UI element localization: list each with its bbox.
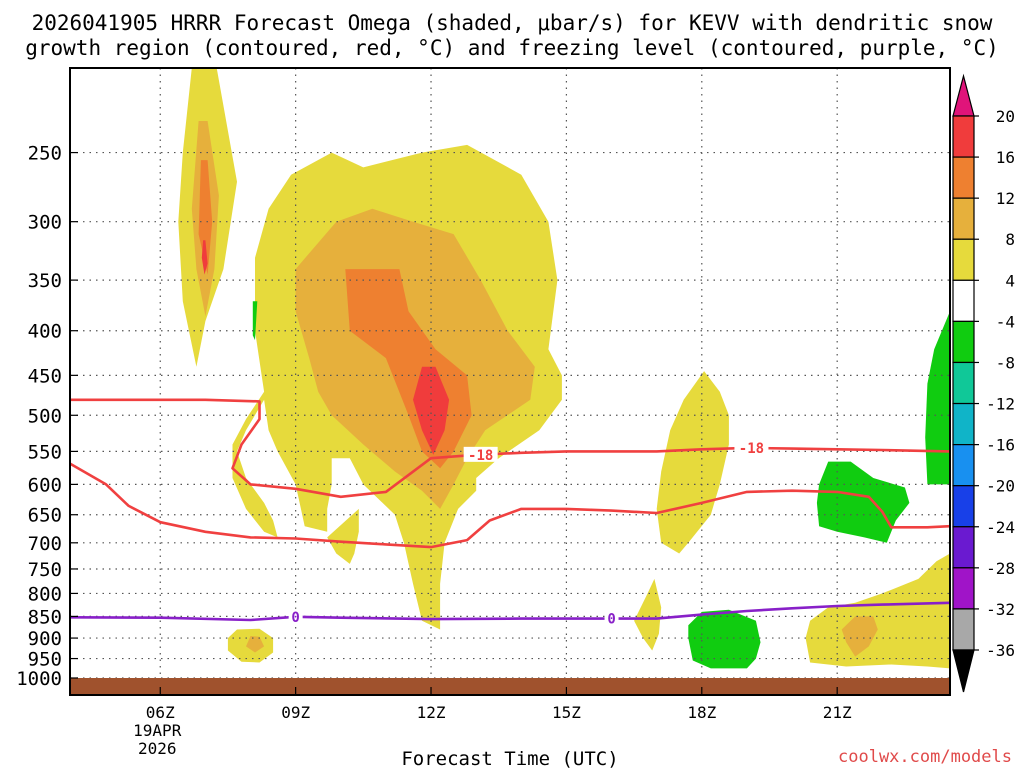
colorbar-label-16: -16 [986,436,1015,455]
omega-region-16-to-20-8 [413,366,450,455]
omega-region-8-to-4-9 [252,301,258,341]
colorbar-label-8: -8 [996,353,1015,372]
colorbar-label-36: -36 [986,641,1015,660]
contour-label-18-1: -18 [739,441,764,457]
y-tick-label-500: 500 [28,405,62,427]
contour-label-0-3: 0 [607,612,615,628]
colorbar-label-12: -12 [986,395,1015,414]
omega-region-8-to-12-18 [841,616,878,657]
contour-label-18-0: -18 [468,448,493,464]
colorbar-bin-32-to-28 [952,567,975,610]
omega-region-8-to-4-16 [925,311,950,485]
chart-title-line2: growth region (contoured, red, °C) and f… [25,36,999,60]
x-axis-label: Forecast Time (UTC) [401,748,618,768]
omega-region-4-to-8-13 [634,578,662,651]
omega-region-4-to-8-17 [805,553,950,669]
omega-region-4-to-8-5 [327,508,359,564]
colorbar-label-32: -32 [986,600,1015,619]
ground-band [70,678,950,695]
axes: 2503003504004505005506006507007508008509… [16,67,951,758]
colorbar-bin-12-to-8 [952,361,975,405]
colorbar-bin-neg-36 [952,649,975,693]
colorbar-label-12: 12 [996,189,1015,208]
colorbar-bin-24-to-20 [952,485,975,528]
y-tick-label-550: 550 [28,441,62,463]
colorbar-bin-28-to-24 [952,526,975,569]
y-tick-label-800: 800 [28,583,62,605]
footer-credit: coolwx.com/models [838,747,1012,767]
colorbar-label-28: -28 [986,559,1015,578]
y-tick-label-1000: 1000 [16,668,62,690]
x-tick-label-06Z: 06Z [146,703,175,722]
y-tick-label-950: 950 [28,649,62,671]
y-tick-label-850: 850 [28,606,62,628]
omega-region-4-to-8-12 [656,371,729,554]
colorbar-bin-16-to-12 [952,402,975,446]
colorbar-label-16: 16 [996,148,1015,167]
y-tick-label-350: 350 [28,270,62,292]
x-tick-label-09Z: 09Z [281,703,310,722]
colorbar-bin-4-to-4 [952,279,975,322]
contour-label-bg [288,608,303,624]
y-tick-label-400: 400 [28,321,62,343]
colorbar-label-4: -4 [996,312,1015,331]
colorbar-bin-4-to-8 [952,238,975,281]
contour-label-0-2: 0 [291,610,299,626]
colorbar-bin-20 [952,73,975,117]
chart-title-line1: 2026041905 HRRR Forecast Omega (shaded, … [32,11,993,35]
colorbar-bin-20-to-16 [952,444,975,487]
colorbar-label-20: -20 [986,477,1015,496]
x-tick-year: 2026 [138,739,177,758]
omega-region-16-to-20-3 [201,240,208,275]
x-tick-label-15Z: 15Z [552,703,581,722]
y-tick-label-250: 250 [28,143,62,165]
x-tick-label-21Z: 21Z [823,703,852,722]
colorbar-bin-8-to-12 [952,197,975,240]
y-tick-label-300: 300 [28,212,62,234]
y-tick-label-700: 700 [28,533,62,555]
y-tick-label-450: 450 [28,365,62,387]
plot-frame [69,67,951,696]
colorbar-bin-12-to-16 [952,156,975,199]
colorbar-bin-36-to-32 [952,608,975,651]
x-tick-date: 19APR [133,721,182,740]
colorbar-label-20: 20 [996,107,1015,126]
omega-region-8-to-12-11 [246,636,265,653]
colorbar: 20 16 12 8 4 -4 -8 -12 -16 -20 -24 -28 -32 -36 [952,73,1015,693]
colorbar-label-24: -24 [986,518,1015,537]
colorbar-bin-8-to-4 [952,320,975,364]
omega-region-8-to-4-15 [816,461,910,543]
y-tick-label-600: 600 [28,474,62,496]
contour-temperature-12-1 [70,462,950,549]
y-tick-label-650: 650 [28,505,62,527]
contour-label-bg [604,610,619,626]
contour-label-bg [734,439,769,455]
omega-region-12-to-16-2 [198,160,213,275]
plot-area: -18 -18 0 0 [70,68,950,695]
colorbar-label-8: 8 [1005,230,1015,249]
y-tick-label-900: 900 [28,628,62,650]
omega-region-8-to-4-14 [688,609,761,669]
x-tick-label-18Z: 18Z [687,703,716,722]
contour-label-bg [463,446,498,462]
colorbar-label-4: 4 [1005,271,1015,290]
colorbar-bin-16-to-20 [952,115,975,158]
y-tick-label-750: 750 [28,559,62,581]
x-tick-label-12Z: 12Z [417,703,446,722]
